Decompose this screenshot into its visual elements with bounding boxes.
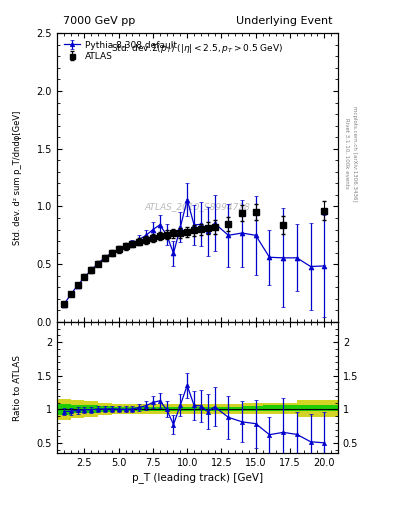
Text: Std. dev.$\Sigma(p_T)$ ($|\eta| < 2.5, p_T > 0.5$ GeV): Std. dev.$\Sigma(p_T)$ ($|\eta| < 2.5, p… — [111, 42, 284, 55]
Legend: Pythia 8.308 default, ATLAS: Pythia 8.308 default, ATLAS — [61, 38, 180, 63]
Text: ATLAS_2010_S8994728: ATLAS_2010_S8994728 — [145, 202, 250, 211]
Y-axis label: Std. dev. d² sum p_T/dndφ[GeV]: Std. dev. d² sum p_T/dndφ[GeV] — [13, 111, 22, 245]
Y-axis label: Ratio to ATLAS: Ratio to ATLAS — [13, 354, 22, 420]
Text: mcplots.cern.ch [arXiv:1306.3436]: mcplots.cern.ch [arXiv:1306.3436] — [352, 106, 357, 201]
Text: Underlying Event: Underlying Event — [236, 16, 332, 26]
Text: Rivet 3.1.10, 100k events: Rivet 3.1.10, 100k events — [344, 118, 349, 189]
Text: 7000 GeV pp: 7000 GeV pp — [62, 16, 135, 26]
X-axis label: p_T (leading track) [GeV]: p_T (leading track) [GeV] — [132, 472, 263, 483]
